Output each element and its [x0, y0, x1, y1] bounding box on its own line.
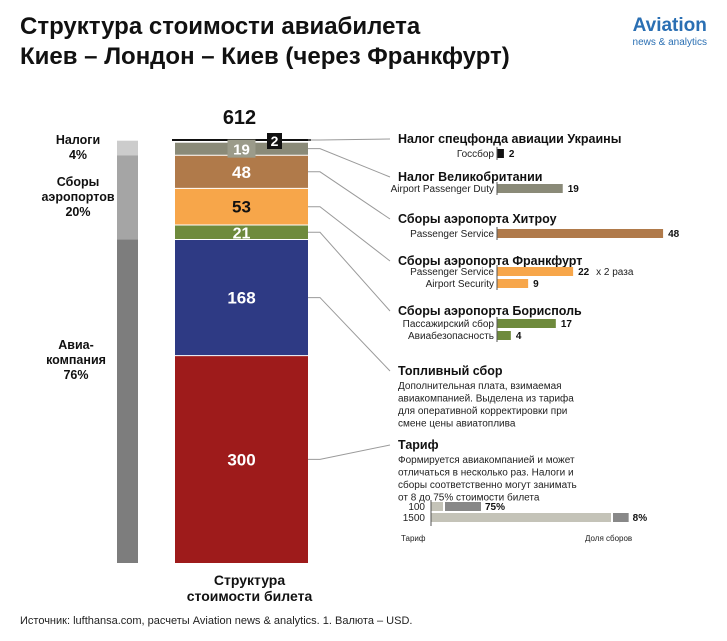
detail-bar-borispol: [497, 319, 556, 328]
segment-value-fuel: 168: [227, 289, 255, 308]
inset-xlabel-left: Тариф: [401, 534, 426, 543]
group-bar-group_airline: [117, 239, 138, 563]
bar-segment-tariff: [175, 355, 308, 563]
bar-xlabel-line-1: Структура: [214, 572, 285, 588]
detail-bar-ukraine_tax: [497, 149, 504, 158]
chart-title: Структура стоимости авиабилета Киев – Ло…: [20, 12, 510, 72]
inset-xlabel-right: Доля сборов: [585, 534, 632, 543]
detail-desc-line-tariff: сборы соответственно могут занимать: [398, 479, 577, 491]
group-bar-group_taxes: [117, 140, 138, 156]
detail-value-uk_tax: 19: [568, 184, 580, 195]
bar-segment-borispol: [175, 225, 308, 240]
bar-segment-frankfurt: [175, 188, 308, 226]
segment-value-borispol: 21: [233, 225, 251, 242]
inset-tariff-bar: [431, 502, 443, 511]
bar-xlabel-line-2: стоимости билета: [187, 588, 313, 604]
detail-bar-uk_tax: [497, 184, 563, 193]
detail-item-name-ukraine_tax: Госсбор: [457, 148, 495, 160]
title-line-1: Структура стоимости авиабилета: [20, 13, 421, 40]
connector-tariff: [308, 444, 391, 460]
detail-desc-line-fuel: Дополнительная плата, взимаемая: [398, 381, 562, 392]
source-note: Источник: lufthansa.com, расчеты Aviatio…: [20, 615, 413, 627]
detail-value-ukraine_tax: 2: [509, 149, 515, 160]
detail-title-frankfurt: Сборы аэропорта Франкфурт: [398, 254, 582, 268]
total-value: 612: [223, 107, 256, 129]
inset-fees-bar: [613, 513, 629, 522]
segment-label-bg-ukraine_tax: [267, 133, 282, 149]
detail-desc-line-fuel: авиакомпанией. Выделена из тарифа: [398, 393, 574, 405]
detail-note-frankfurt: x 2 раза: [596, 267, 634, 278]
detail-bar-borispol: [497, 331, 511, 340]
detail-bar-heathrow: [497, 229, 664, 238]
segment-value-ukraine_tax: 2: [271, 133, 279, 149]
connector-borispol: [308, 231, 391, 312]
connector-heathrow: [308, 171, 391, 220]
inset-tariff-label: 1500: [403, 513, 426, 524]
connector-fuel: [308, 297, 391, 372]
detail-desc-line-tariff: от 8 до 75% стоимости билета: [398, 492, 540, 504]
detail-value-frankfurt: 9: [533, 279, 539, 290]
group-bar-group_airports: [117, 155, 138, 240]
detail-desc-line-tariff: отличаться в несколько раз. Налоги и: [398, 468, 574, 479]
title-line-2: Киев – Лондон – Киев (через Франкфурт): [20, 43, 510, 70]
segment-value-heathrow: 48: [232, 163, 251, 182]
detail-title-uk_tax: Налог Великобритании: [398, 170, 542, 184]
detail-desc-line-fuel: для оперативной корректировки при: [398, 406, 567, 417]
group-label-taxes: Налоги 4%: [55, 133, 101, 162]
bar-segment-fuel: [175, 239, 308, 356]
detail-item-name-borispol: Авиабезопасность: [408, 330, 494, 342]
segment-value-frankfurt: 53: [232, 198, 251, 217]
connector-uk_tax: [308, 148, 391, 178]
detail-item-name-frankfurt: Airport Security: [426, 279, 494, 290]
detail-bar-frankfurt: [497, 267, 574, 276]
detail-bar-frankfurt: [497, 279, 529, 288]
detail-title-heathrow: Сборы аэропорта Хитроу: [398, 212, 557, 226]
detail-value-borispol: 4: [516, 331, 522, 342]
detail-title-tariff: Тариф: [398, 438, 439, 452]
detail-value-heathrow: 48: [668, 229, 680, 240]
inset-fees-bar: [445, 502, 481, 511]
detail-item-name-heathrow: Passenger Service: [410, 229, 494, 240]
inset-tariff-label: 100: [408, 502, 425, 513]
brand-logo: Aviation news & analytics: [633, 16, 707, 49]
group-label-airports: Сборы аэропортов 20%: [41, 175, 115, 219]
detail-item-name-borispol: Пассажирский сбор: [403, 318, 495, 330]
detail-desc-line-tariff: Формируется авиакомпанией и может: [398, 455, 575, 466]
bar-segment-heathrow: [175, 155, 308, 189]
connector-frankfurt: [308, 206, 391, 262]
logo-subtitle: news & analytics: [632, 37, 707, 48]
detail-item-name-frankfurt: Passenger Service: [410, 267, 494, 278]
inset-fees-label: 8%: [633, 513, 648, 524]
inset-tariff-bar: [431, 513, 611, 522]
group-label-airline: Авиа-компания 76%: [46, 338, 106, 382]
detail-desc-line-fuel: смене цены авиатоплива: [398, 419, 516, 430]
detail-title-ukraine_tax: Налог спецфонда авиации Украины: [398, 132, 621, 146]
detail-value-borispol: 17: [561, 319, 573, 330]
segment-label-bg-uk_tax: [227, 139, 256, 158]
segment-value-uk_tax: 19: [233, 142, 250, 159]
logo-name: Aviation: [632, 15, 707, 36]
inset-fees-label: 75%: [485, 502, 505, 513]
detail-title-fuel: Топливный сбор: [398, 364, 503, 378]
connector-ukraine_tax: [308, 138, 391, 141]
detail-value-frankfurt: 22: [578, 267, 590, 278]
detail-title-borispol: Сборы аэропорта Борисполь: [398, 304, 582, 318]
detail-item-name-uk_tax: Airport Passenger Duty: [391, 184, 494, 195]
segment-value-tariff: 300: [227, 450, 255, 469]
